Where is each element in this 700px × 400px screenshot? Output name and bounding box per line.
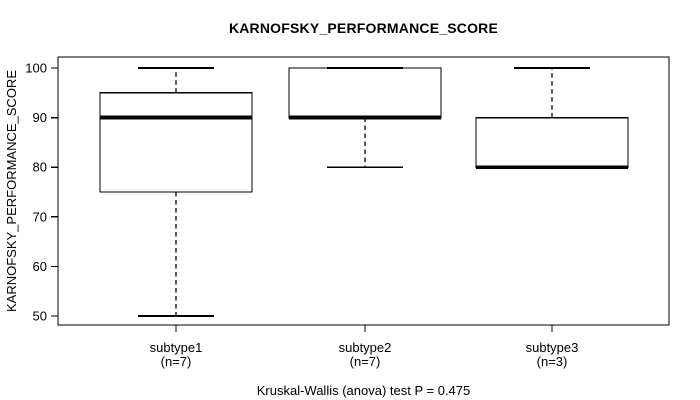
box-subtype3 bbox=[475, 116, 629, 168]
stats-annotation: Kruskal-Wallis (anova) test P = 0.475 bbox=[256, 383, 471, 398]
y-tick-label: 90 bbox=[33, 110, 47, 125]
x-tick-sublabel: (n=7) bbox=[161, 354, 192, 369]
y-tick-label: 70 bbox=[33, 209, 47, 224]
x-tick-sublabel: (n=7) bbox=[350, 354, 381, 369]
y-tick-label: 60 bbox=[33, 259, 47, 274]
x-tick-label: subtype2 bbox=[339, 340, 392, 355]
y-tick-label: 100 bbox=[25, 61, 47, 76]
x-tick-label: subtype1 bbox=[150, 340, 203, 355]
plot-frame bbox=[57, 56, 670, 326]
x-tick-label: subtype3 bbox=[526, 340, 579, 355]
box-subtype1 bbox=[99, 92, 253, 193]
y-tick-label: 80 bbox=[33, 160, 47, 175]
y-tick-label: 50 bbox=[33, 309, 47, 324]
x-tick-sublabel: (n=3) bbox=[537, 354, 568, 369]
box-subtype2 bbox=[288, 67, 442, 119]
chart-title: KARNOFSKY_PERFORMANCE_SCORE bbox=[228, 20, 499, 36]
y-axis-label: KARNOFSKY_PERFORMANCE_SCORE bbox=[4, 70, 19, 312]
